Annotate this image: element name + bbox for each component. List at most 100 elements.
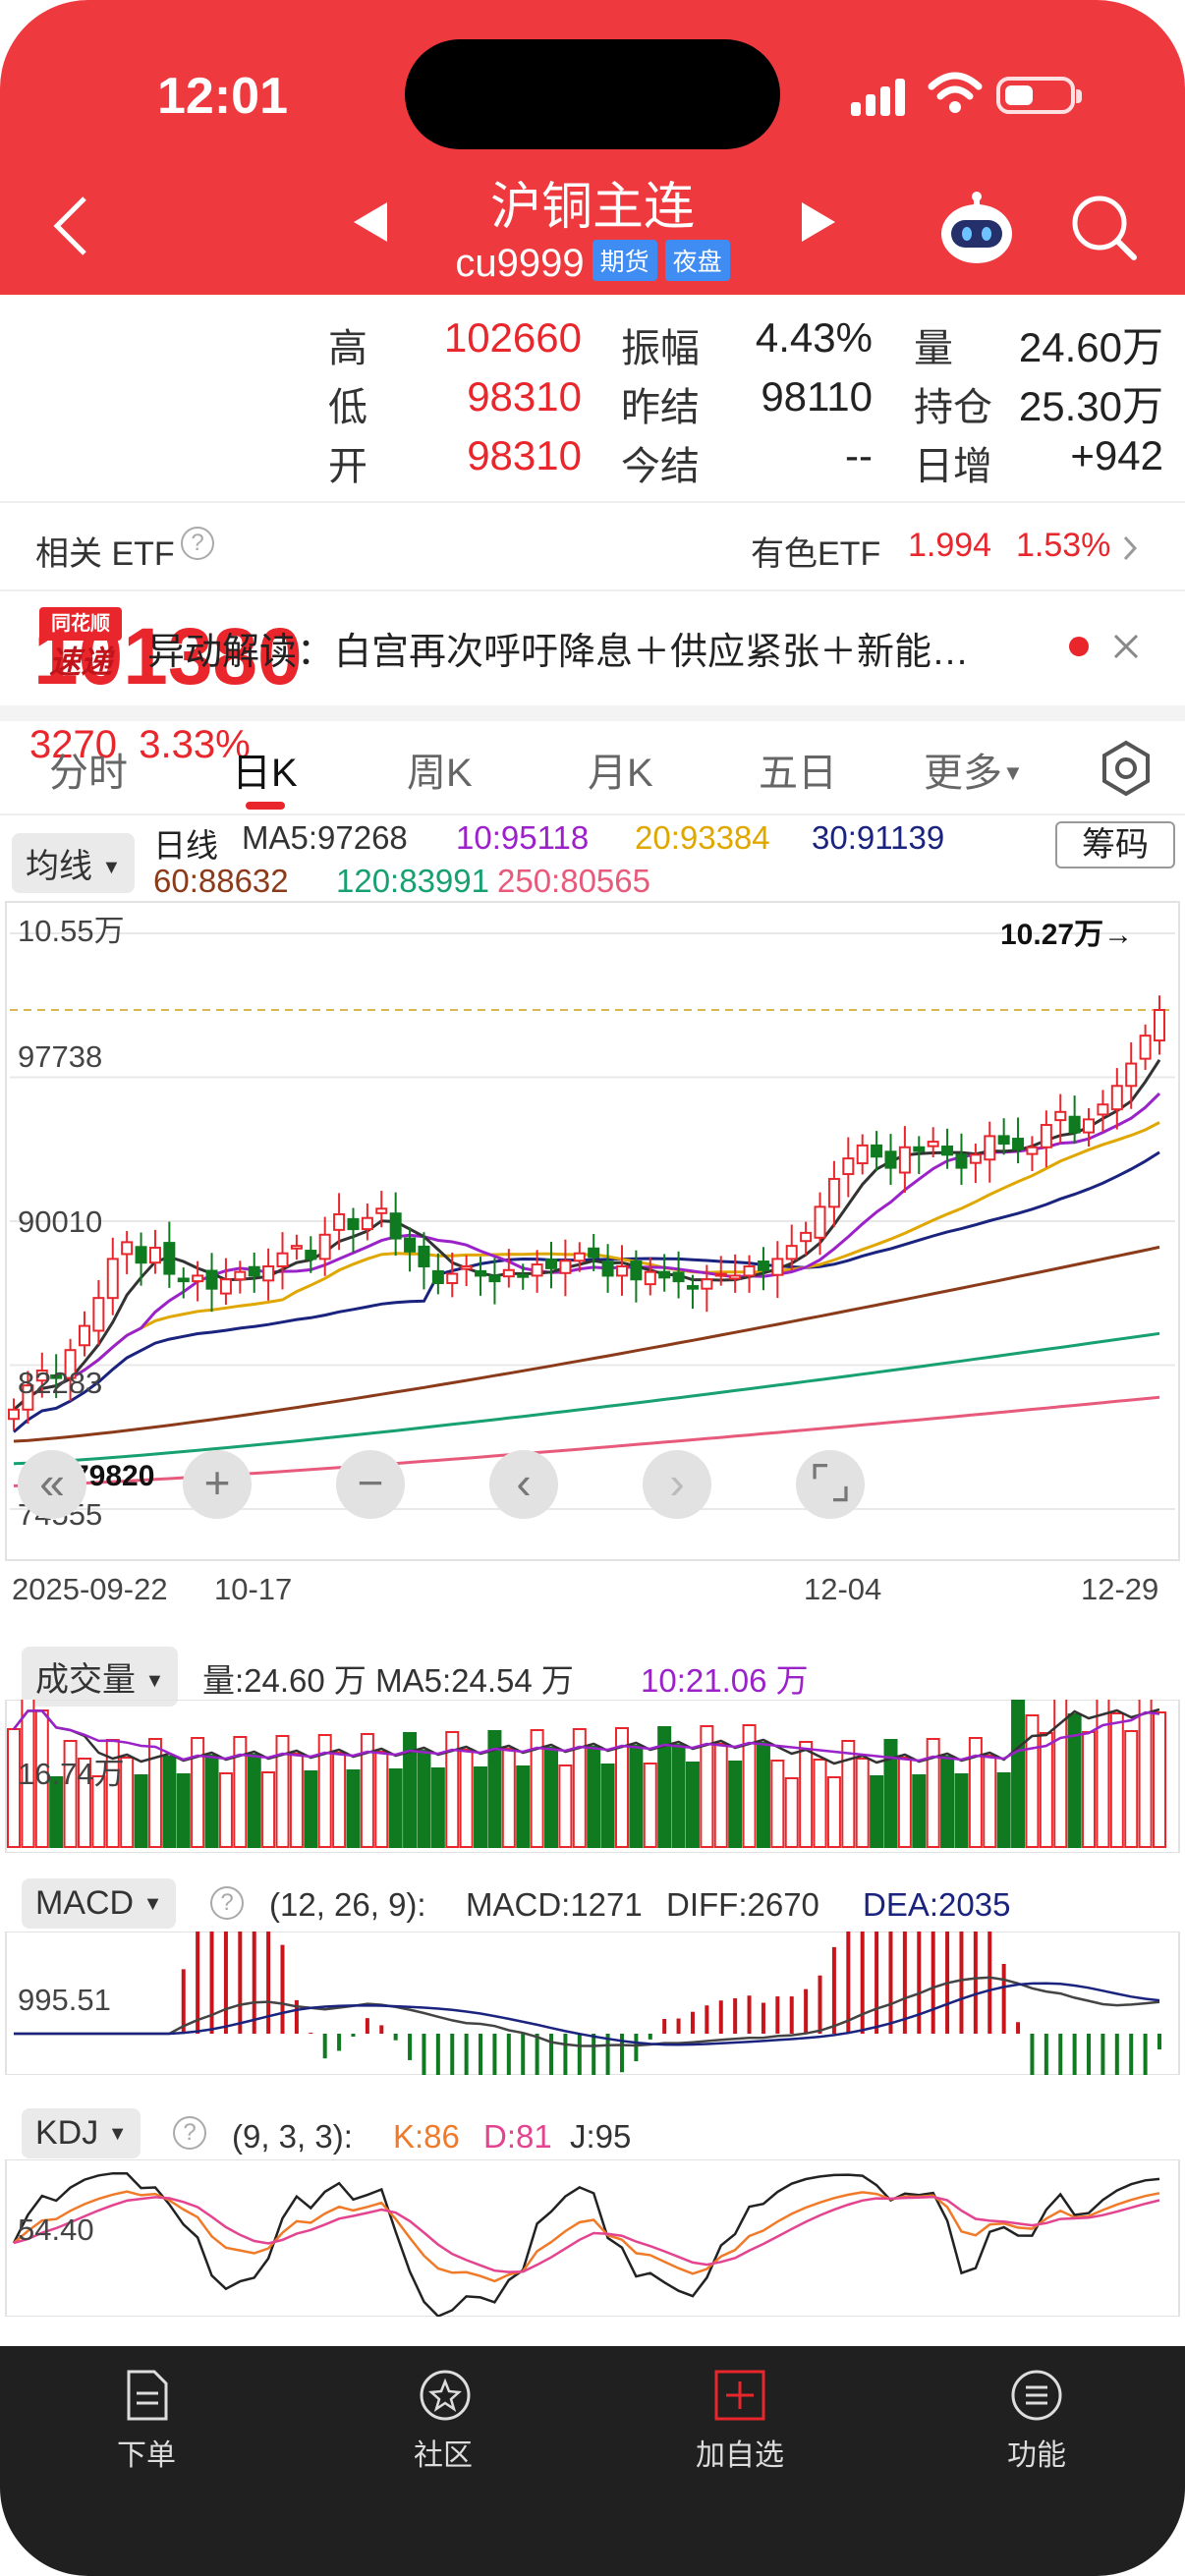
robot-assistant-icon[interactable] [937,191,1016,265]
candle-body [884,1150,897,1169]
candle-body [827,1177,840,1208]
volume-bar [459,1749,474,1848]
volume-bar [841,1740,856,1848]
macd-menu[interactable]: MACD ▼ [22,1878,177,1929]
candle-body [927,1141,939,1148]
volume-bar [289,1753,304,1848]
volume-bar [685,1762,700,1848]
help-icon[interactable]: ? [210,1886,244,1920]
ma120-line [13,1331,1160,1466]
volume-bar [784,1777,799,1848]
scroll-left-button[interactable]: ‹ [489,1450,558,1519]
x-label-start: 2025-09-22 [12,1572,168,1606]
volume-bar [430,1767,445,1848]
ma60-value: 60:88632 [153,863,289,899]
volume-bar [600,1764,615,1848]
nav-add-watchlist[interactable]: 加自选 [666,2346,814,2472]
related-etf-row[interactable]: 相关 ETF ? 有色ETF 1.994 1.53% [0,503,1185,591]
volume-chart[interactable] [0,1700,1185,1853]
add-watchlist-icon [714,2370,765,2421]
candle-body [1054,1110,1067,1122]
prev-contract-button[interactable] [354,202,387,242]
unread-dot [1069,637,1089,656]
zoom-in-button[interactable]: + [183,1450,252,1519]
y-label-3: 90010 [18,1204,103,1239]
volume-bar [1039,1732,1053,1848]
kline-chart[interactable] [0,898,1185,1586]
candle-body [686,1285,699,1290]
candle-body [375,1207,388,1214]
volume-bar [191,1737,205,1848]
caret-down-icon: ▼ [107,2123,128,2145]
volume-menu[interactable]: 成交量 ▼ [22,1647,179,1707]
nav-order[interactable]: 下单 [73,2346,220,2472]
candle-body [64,1349,77,1379]
tab-weekly[interactable]: 周K [407,752,473,795]
candle-body [148,1247,161,1264]
settings-hex-icon[interactable] [1097,739,1156,798]
settle-value: -- [845,432,873,478]
volume-label: 量 [914,327,953,370]
ma5-value: MA5:97268 [242,819,408,856]
night-tag: 夜盘 [664,240,730,281]
candle-body [1154,1009,1165,1042]
kdj-chart[interactable] [0,2159,1185,2317]
chip-button[interactable]: 筹码 [1055,821,1175,868]
volume-bar [572,1728,587,1848]
ma-menu-label: 均线 [26,848,92,885]
nav-community[interactable]: 社区 [369,2346,517,2472]
volume-bar [176,1773,191,1848]
camera-notch [405,39,780,149]
next-contract-button[interactable] [802,202,835,242]
volume-bar [1138,1700,1153,1848]
tab-five-day[interactable]: 五日 [759,752,837,795]
candle-body [1012,1138,1025,1150]
nav-functions[interactable]: 功能 [963,2346,1110,2472]
y-label-top: 10.55万 [18,914,125,948]
volume-bar [756,1742,770,1848]
candle-body [771,1258,784,1276]
caret-down-icon: ▼ [142,1893,163,1915]
ma-menu[interactable]: 均线 ▼ [12,833,136,893]
kdj-menu-label: KDJ [35,2114,99,2152]
caret-down-icon: ▼ [101,857,122,878]
volume-bar [388,1768,403,1848]
active-tab-indicator [246,802,285,810]
ma30-line [13,1150,1160,1433]
zoom-out-button[interactable]: − [336,1450,405,1519]
macd-chart[interactable] [0,1932,1185,2075]
candle-body [389,1212,402,1240]
candle-body [714,1272,727,1277]
scroll-right-button[interactable]: › [643,1450,711,1519]
tab-intraday[interactable]: 分时 [49,752,128,795]
help-icon[interactable]: ? [181,527,214,560]
back-arrow-icon[interactable] [51,195,90,257]
candle-body [219,1278,232,1295]
tab-daily[interactable]: 日K [232,752,298,795]
news-logo: 同花顺 速递 [39,607,122,686]
fullscreen-icon[interactable]: ⌜⌟ [796,1450,865,1519]
macd-value: MACD:1271 [466,1886,643,1923]
news-banner[interactable]: 同花顺 速递 异动解读：白宫再次呼吁降息＋供应紧张＋新能… [0,591,1185,705]
candle-body [531,1263,543,1277]
candle-body [262,1264,275,1282]
scroll-left-fast-button[interactable]: « [18,1450,86,1519]
candle-body [347,1217,360,1231]
tab-more[interactable]: 更多▼ [924,741,1024,798]
volume-bar [1067,1713,1082,1848]
ma-line-label: 日线 [153,827,218,864]
kdj-menu[interactable]: KDJ ▼ [22,2108,141,2158]
kdj-border [5,2159,1180,2317]
volume-bar [713,1743,728,1848]
open-label: 开 [328,445,367,488]
search-icon[interactable] [1069,193,1138,261]
volume-bar [403,1732,418,1848]
close-icon[interactable] [1112,633,1140,660]
help-icon[interactable]: ? [173,2116,206,2150]
candle-body [743,1264,756,1277]
candle-body [35,1370,48,1382]
volume-bar [445,1731,460,1848]
candle-body [404,1237,417,1253]
volume-bar [926,1738,940,1848]
tab-monthly[interactable]: 月K [588,752,653,795]
